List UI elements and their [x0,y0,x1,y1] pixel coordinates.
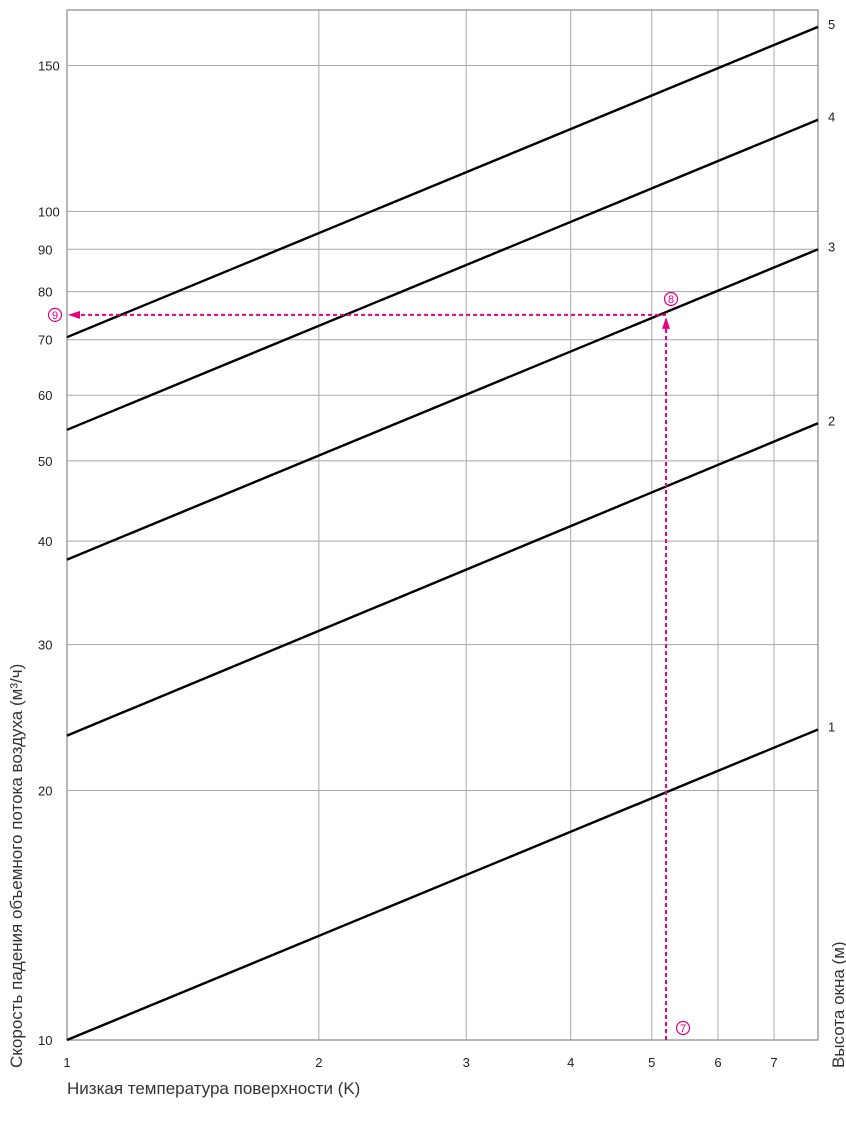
step-marker-number: 9 [52,310,58,322]
x-tick-label: 6 [714,1055,721,1070]
x-tick-label: 1 [63,1055,70,1070]
y-tick-label: 50 [38,454,52,469]
series-line-3 [66,248,819,561]
y-tick-label: 80 [38,285,52,300]
annotation-left-arrowhead [68,310,80,319]
right-axis-title: Высота окна (м) [829,941,846,1068]
series-line-4 [66,118,819,431]
y-tick-label: 60 [38,388,52,403]
y-tick-label: 150 [38,58,60,73]
x-tick-label: 4 [567,1055,574,1070]
step-marker-number: 7 [680,1023,686,1035]
grid [67,10,818,1040]
series-line-5 [66,25,819,339]
x-tick-label: 2 [315,1055,322,1070]
series-label-5: 5 [828,17,835,32]
series-label-2: 2 [828,413,835,428]
series-label-1: 1 [828,719,835,734]
plot-border [66,9,819,1041]
step-marker-circle [663,291,679,307]
annotation-path: 7 8 9 [47,291,691,1040]
series-line-2 [66,422,819,737]
x-tick-label: 7 [770,1055,777,1070]
plot-frame [66,9,819,1041]
y-tick-label: 100 [38,204,60,219]
y-tick-label: 90 [38,242,52,257]
step-marker-circle [47,307,63,323]
series-line-1 [66,728,819,1042]
y-tick-label: 10 [38,1033,52,1048]
y-tick-label: 40 [38,534,52,549]
tick-labels: 1 2 3 4 5 6 7 10 20 30 40 50 60 70 80 90 100 150 1 2 3 4 5 [38,17,835,1070]
series-label-4: 4 [828,110,835,125]
series-lines [66,25,819,1042]
series-label-3: 3 [828,239,835,254]
x-tick-label: 3 [463,1055,470,1070]
x-axis-title: Низкая температура поверхности (K) [67,1079,360,1098]
y-tick-label: 70 [38,333,52,348]
step-marker-circle [675,1020,691,1036]
x-tick-label: 5 [648,1055,655,1070]
annotation-up-arrowhead [662,316,671,329]
y-tick-label: 20 [38,784,52,799]
step-marker-number: 8 [668,294,674,306]
y-axis-title: Скорость падения объемного потока воздух… [7,664,26,1068]
y-tick-label: 30 [38,638,52,653]
